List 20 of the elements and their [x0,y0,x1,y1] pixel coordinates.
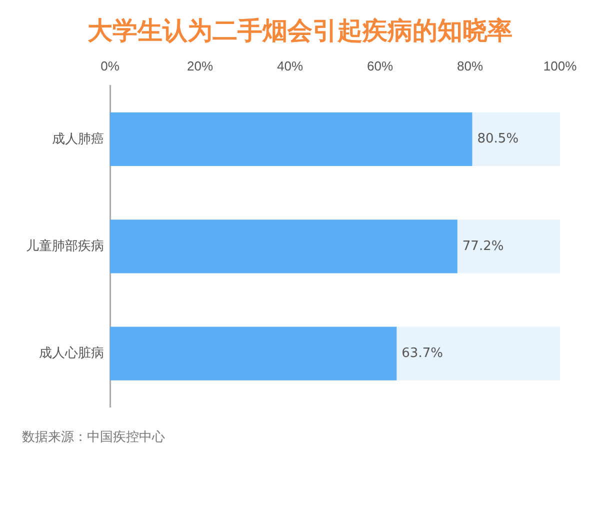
source-note: 数据来源：中国疾控中心 [22,429,165,446]
x-tick-label: 0% [100,58,120,74]
bar [457,220,560,274]
x-tick-label: 80% [456,58,484,74]
data-label: 80.5% [477,132,519,147]
x-tick-label: 20% [186,58,214,74]
x-tick-label: 60% [366,58,394,74]
chart-title: 大学生认为二手烟会引起疾病的知晓率 [86,15,514,47]
bar [110,220,458,274]
bar [472,112,560,166]
bar [110,112,472,166]
y-tick-label: 成人肺癌 [52,130,104,146]
data-label: 77.2% [462,238,504,254]
data-label: 63.7% [402,346,443,361]
x-tick-label: 100% [543,58,578,74]
bar [396,326,560,380]
y-tick-label: 儿童肺部疾病 [26,238,104,253]
x-tick-label: 40% [276,58,304,74]
bar [110,326,397,380]
y-tick-label: 成人心脏病 [39,345,104,360]
